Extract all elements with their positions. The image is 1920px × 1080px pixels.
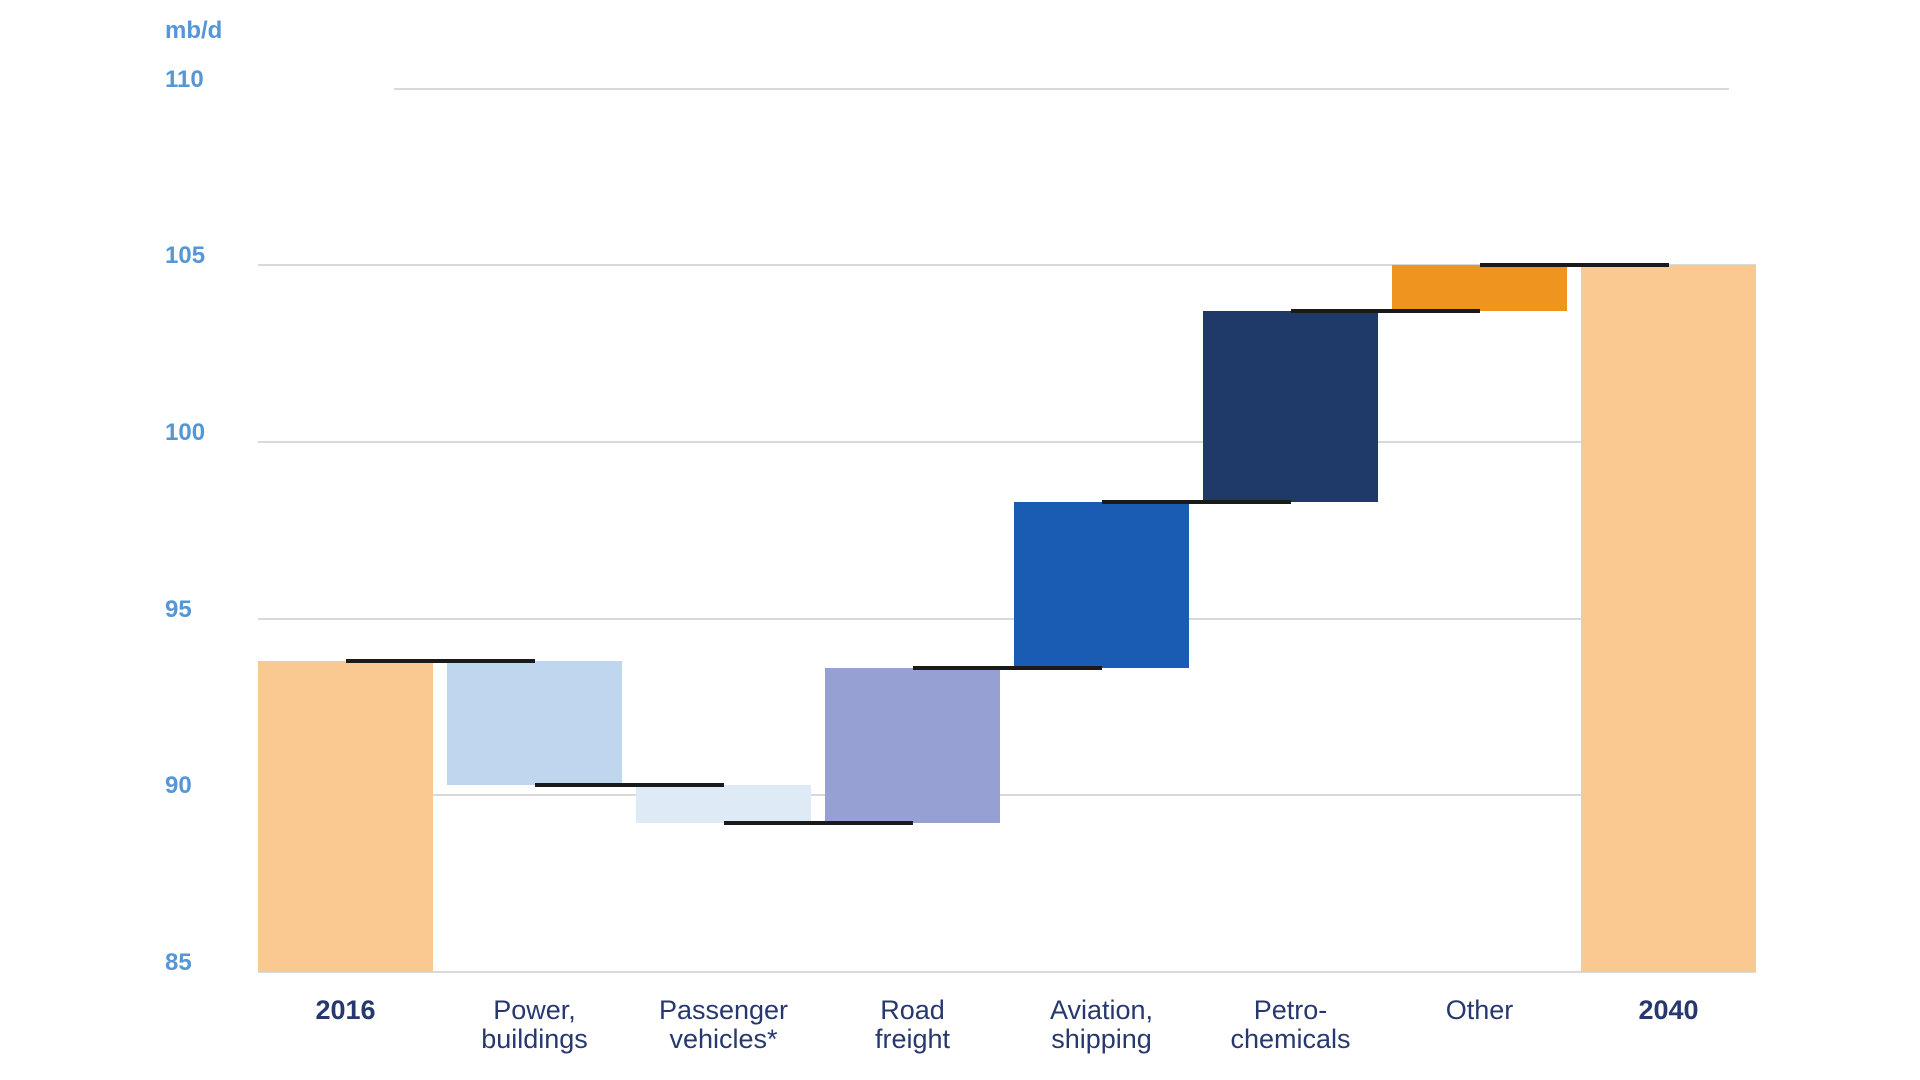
connector-aviation-shipping-to-petro-chemicals (1101, 500, 1291, 505)
bar-petro-chemicals (1203, 311, 1378, 503)
bar-2016 (258, 660, 433, 972)
bar-power-buildings (447, 660, 622, 785)
y-tick-label-90: 90 (165, 772, 192, 800)
gridline-105 (258, 264, 1756, 267)
category-label-2040: 2040 (1638, 995, 1699, 1025)
gridline-110 (394, 87, 1729, 90)
bar-passenger-vehicles (636, 784, 811, 824)
category-label-other: Other (1445, 995, 1514, 1025)
connector-2016-to-power-buildings (345, 658, 535, 663)
category-label-aviation-shipping: Aviation, shipping (1049, 995, 1154, 1054)
y-axis-unit-label: mb/d (165, 17, 223, 44)
bar-aviation-shipping (1014, 502, 1189, 668)
category-label-passenger-vehicles: Passenger vehicles* (658, 995, 789, 1054)
category-label-2016: 2016 (315, 995, 376, 1025)
gridline-100 (258, 441, 1756, 444)
y-tick-label-85: 85 (165, 948, 192, 976)
bar-other (1392, 265, 1567, 312)
category-label-power-buildings: Power, buildings (481, 995, 588, 1054)
bar-2040 (1581, 265, 1756, 972)
category-label-petro-chemicals: Petro- chemicals (1230, 995, 1351, 1054)
y-tick-label-95: 95 (165, 595, 192, 623)
gridline-95 (258, 617, 1756, 620)
y-tick-label-110: 110 (165, 65, 204, 93)
connector-other-to-2040 (1479, 263, 1669, 268)
gridline-90 (258, 794, 1756, 797)
y-tick-label-100: 100 (165, 419, 206, 447)
connector-passenger-vehicles-to-road-freight (723, 821, 913, 826)
connector-power-buildings-to-passenger-vehicles (534, 782, 724, 787)
connector-road-freight-to-aviation-shipping (912, 666, 1102, 671)
gridline-85 (258, 970, 1756, 973)
y-tick-label-105: 105 (165, 242, 206, 270)
category-label-road-freight: Road freight (874, 995, 951, 1054)
connector-petro-chemicals-to-other (1290, 309, 1480, 314)
bar-road-freight (825, 668, 1000, 824)
